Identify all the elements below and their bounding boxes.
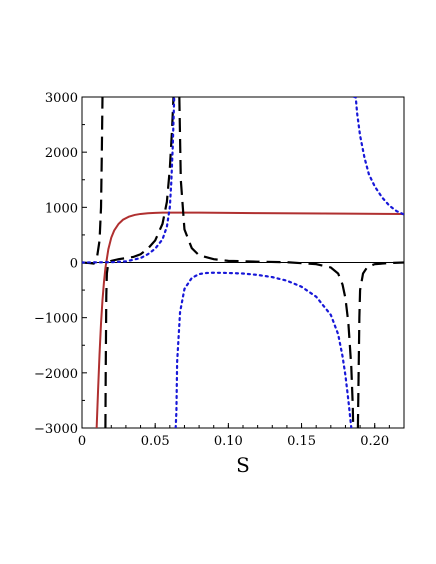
x-tick-label: 0.15 [287,434,316,449]
y-tick-label: 3000 [45,91,78,106]
y-tick-label: −2000 [34,367,78,382]
y-axis-ticks: −3000 −2000 −1000 0 1000 2000 3000 [34,91,87,437]
x-tick-label: 0.20 [360,434,389,449]
y-tick-label: 0 [70,257,78,272]
series-dashed-line [82,97,404,428]
y-tick-label: −1000 [34,312,78,327]
series-layer [82,97,404,428]
series-solid-line [95,211,404,428]
x-axis-label: S [236,453,250,477]
x-tick-label: 0.05 [141,434,170,449]
y-tick-label: 2000 [45,146,78,161]
x-tick-label: 0.10 [214,434,243,449]
x-axis-ticks: 0 0.05 0.10 0.15 0.20 [78,423,390,449]
y-tick-label: 1000 [45,201,78,216]
x-tick-label: 0 [78,434,86,449]
series-dotted-line [82,97,404,428]
y-tick-label: −3000 [34,422,78,437]
